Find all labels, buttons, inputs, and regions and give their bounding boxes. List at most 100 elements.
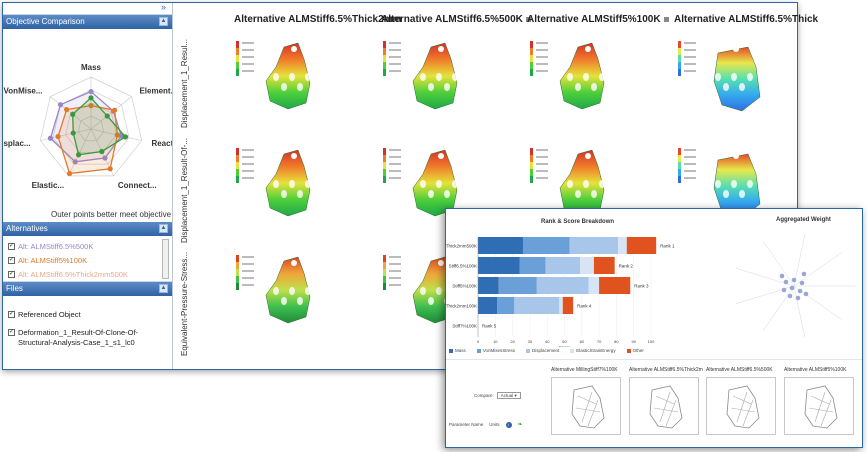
legend-swatch [383,62,386,69]
thumbnail-preview[interactable] [551,377,621,435]
part-hole [591,83,597,91]
double-chevron-icon[interactable]: » [160,2,166,12]
result-cell[interactable] [656,144,796,246]
x-tick-label: 70 [597,339,602,344]
legend-tick-label [684,170,696,172]
files-header[interactable]: Files ▲ [3,282,172,296]
legend-swatch [678,69,681,76]
legend-tick-label [389,170,401,172]
part-hole [420,73,426,81]
checkbox[interactable]: ✓ [8,270,15,278]
legend-swatch [530,148,533,155]
weight-node [797,288,803,294]
legend-swatch [236,48,239,55]
legend-swatch [530,155,533,162]
file-item[interactable]: ✓ Deformation_1_Result-Of-Clone-Of-Struct… [8,328,172,348]
legend-swatch [530,55,533,62]
legend-tick-label [242,63,254,65]
radar-point [75,152,82,158]
column-title: Alternative ALMStiff6.5%Thick [674,14,819,25]
part-body [559,42,605,110]
leaf-icon[interactable]: ❧ [517,422,523,428]
legend-tick-label [389,70,401,72]
legend-tick-label [536,163,548,165]
radar-axis-label: Displac... [3,139,31,148]
fea-render [530,148,605,217]
wireframe-part [571,385,605,429]
info-icon[interactable]: i [505,421,512,428]
part-hole [436,287,442,295]
bar-segment [618,237,627,254]
checkbox[interactable]: ✓ [8,242,15,250]
alternatives-scrollbar[interactable] [162,239,169,279]
legend-swatch [530,62,533,69]
radar-point [114,132,120,138]
legend-label: Displacement [532,348,560,353]
legend-swatch [530,48,533,55]
radar-series [72,96,127,156]
part-hole [291,46,297,52]
result-cell[interactable] [656,37,796,139]
legend-item: Other [626,348,644,353]
alternative-item[interactable]: ✓ Alt: ALMStiff6.5%Thick2mm500K [8,267,172,281]
result-cell[interactable] [361,37,501,139]
radar-axis [50,96,92,130]
bar-segment [569,237,619,254]
compare-value: Actual [500,393,514,398]
part-hole [715,180,721,188]
legend-tick-label [536,149,548,151]
checkbox[interactable]: ✓ [8,311,15,318]
file-item[interactable]: ✓ Referenced Object [8,310,172,320]
part-hole [297,297,303,305]
legend-swatch [526,348,531,353]
part-body [265,42,311,110]
result-cell[interactable] [508,37,648,139]
legend-tick-label [242,56,254,58]
part-hole [428,83,434,91]
result-cell[interactable] [508,144,648,246]
thumbnail-column: Alternative ALMStiff6.5%500K [706,367,780,435]
part-hole [428,190,434,198]
legend-tick-label [389,163,401,165]
legend-swatch [383,169,386,176]
weight-node [789,285,795,291]
checkbox[interactable]: ✓ [8,256,15,264]
alternatives-header[interactable]: Alternatives ▲ [3,222,172,236]
result-cell[interactable] [361,144,501,246]
legend-tick-label [242,163,254,165]
part-hole [436,73,442,81]
part-hole [438,153,444,159]
legend-tick-label [684,63,696,65]
radar-point [99,148,105,155]
fea-render [383,41,458,110]
part-hole [273,73,279,81]
part-hole [436,180,442,188]
category-label: Thick2mm100K [446,304,477,309]
settings-icon[interactable] [663,17,669,22]
checkbox[interactable]: ✓ [8,329,15,336]
result-cell[interactable] [214,144,354,246]
collapse-icon[interactable]: ▲ [159,17,168,26]
part-hole [575,190,581,198]
alternatives-list: ✓ Alt: ALMStiff6.5%500K ✓ Alt: ALMStiff5%1… [3,236,172,282]
result-cell[interactable] [214,251,354,353]
alternative-item[interactable]: ✓ Alt: ALMStiff6.5%500K [8,239,172,253]
rank-label: Rank 5 [482,324,497,329]
collapse-icon[interactable]: ▲ [159,284,168,293]
objective-comparison-title: Objective Comparison [6,17,85,26]
result-cell[interactable] [214,37,354,139]
settings-icon[interactable] [525,17,531,22]
panel-collapse-strip[interactable]: » [3,2,172,15]
thumbnail-preview[interactable] [784,377,854,435]
compare-select[interactable]: Actual ▾ [496,392,521,399]
thumbnail-preview[interactable] [629,377,699,435]
collapse-icon[interactable]: ▲ [159,224,168,233]
legend-tick-label [389,42,401,44]
objective-comparison-header[interactable]: Objective Comparison ▲ [3,15,172,29]
alternative-item[interactable]: ✓ Alt: ALMStiff5%100K [8,253,172,267]
legend-swatch [530,176,533,183]
radar-point [107,166,113,172]
part-hole [305,287,311,295]
column-title: Alternative ALMStiff5%100K [527,14,661,25]
thumbnail-preview[interactable] [706,377,776,435]
